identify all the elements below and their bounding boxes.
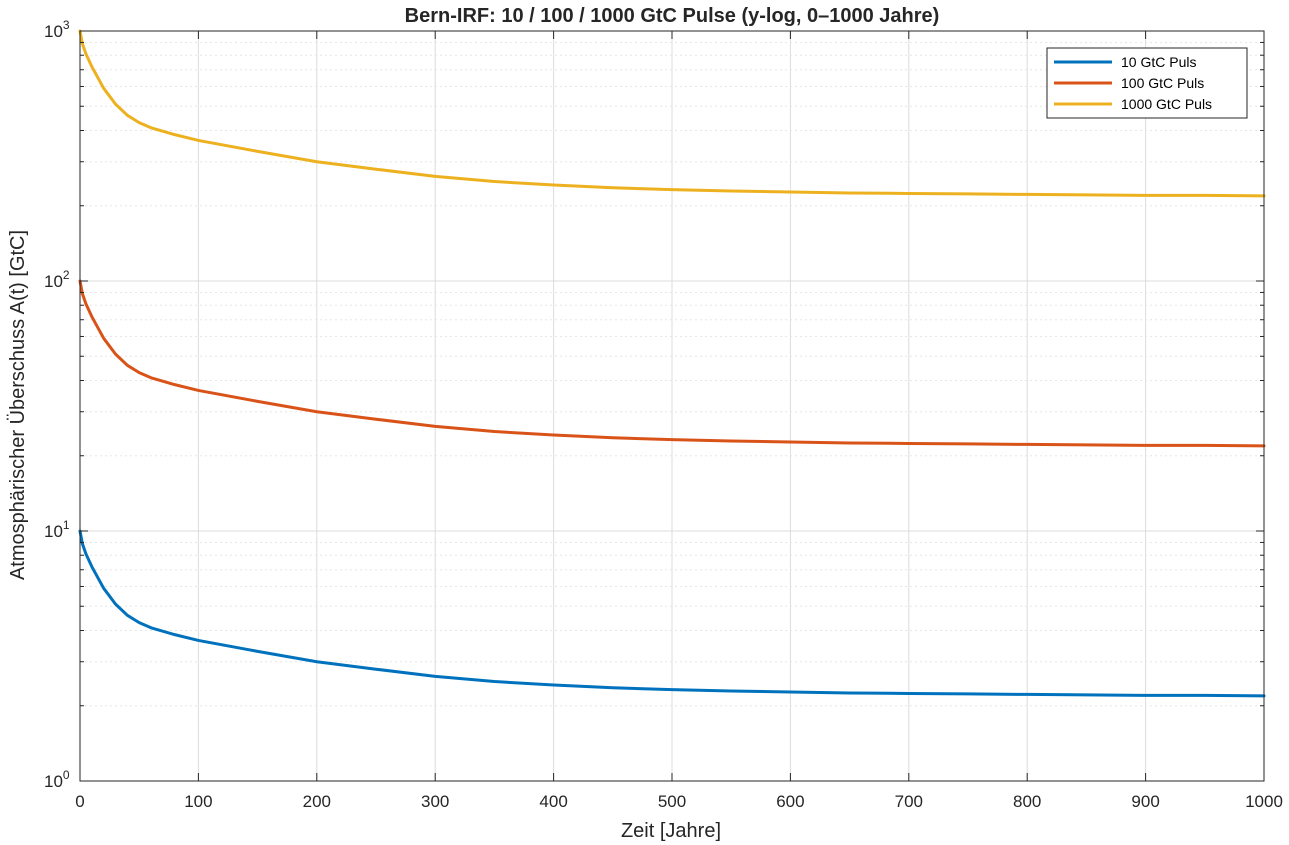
legend-label: 100 GtC Puls [1121, 75, 1204, 91]
x-tick-label: 0 [75, 792, 84, 811]
series-line-3 [78, 29, 1266, 198]
y-tick-label: 102 [44, 268, 70, 291]
legend-label: 1000 GtC Puls [1121, 96, 1212, 112]
y-axis-label: Atmosphärischer Überschuss A(t) [GtC] [7, 230, 29, 580]
x-tick-label: 400 [539, 792, 567, 811]
y-tick-label: 101 [44, 518, 70, 541]
y-tick-exponent: 3 [63, 18, 70, 32]
chart-title: Bern-IRF: 10 / 100 / 1000 GtC Pulse (y-l… [405, 5, 940, 27]
series-line-1 [78, 529, 1266, 698]
series-line-2 [78, 279, 1266, 448]
y-tick-label: 100 [44, 768, 70, 791]
y-tick-exponent: 1 [63, 518, 70, 532]
series-lines [78, 29, 1266, 698]
x-tick-label: 500 [658, 792, 686, 811]
x-tick-label: 100 [184, 792, 212, 811]
y-tick-exponent: 0 [63, 768, 70, 782]
y-tick-base: 10 [44, 22, 63, 41]
y-tick-exponent: 2 [63, 268, 70, 282]
legend: 10 GtC Puls 100 GtC Puls 1000 GtC Puls [1046, 47, 1248, 119]
x-tick-label: 1000 [1245, 792, 1283, 811]
x-tick-label: 700 [895, 792, 923, 811]
y-tick-base: 10 [44, 772, 63, 791]
x-axis-label: Zeit [Jahre] [621, 820, 721, 842]
x-tick-label: 600 [776, 792, 804, 811]
y-tick-base: 10 [44, 522, 63, 541]
legend-label: 10 GtC Puls [1121, 54, 1196, 70]
x-tick-labels: 0 100 200 300 400 500 600 700 800 900 1000 [75, 792, 1283, 811]
tick-marks [79, 30, 1265, 782]
x-tick-label: 200 [303, 792, 331, 811]
y-tick-base: 10 [44, 272, 63, 291]
x-tick-label: 800 [1013, 792, 1041, 811]
x-tick-label: 300 [421, 792, 449, 811]
x-tick-label: 900 [1131, 792, 1159, 811]
y-tick-label: 103 [44, 18, 70, 41]
